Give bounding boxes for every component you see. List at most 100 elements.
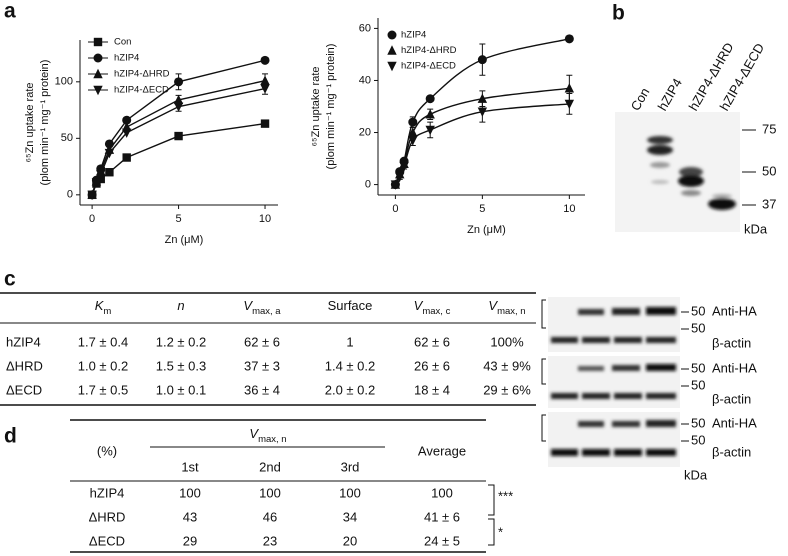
cell: 62 ± 6: [414, 334, 450, 349]
y-tick-label: 20: [359, 126, 371, 138]
legend-marker: [93, 37, 103, 47]
y-tick-label: 50: [61, 132, 73, 144]
cell: 1: [346, 334, 353, 349]
marker: [425, 94, 435, 104]
row-label: ΔECD: [89, 533, 125, 548]
marker: [122, 153, 131, 162]
blot-c: 50 Anti-HA 50 β-actin 50 Anti-HA 50 β-ac…: [541, 297, 757, 482]
x-axis-label: Zn (μM): [467, 224, 506, 236]
cell: 100%: [490, 334, 524, 349]
legend-marker: [93, 53, 103, 63]
row-label: hZIP4: [6, 334, 41, 349]
marker-label: 50: [691, 415, 705, 430]
marker: [96, 170, 106, 180]
legend-label: Con: [114, 37, 131, 48]
marker: [477, 93, 488, 103]
cell: 46: [263, 509, 277, 524]
antibody-label: Anti-HA: [712, 360, 757, 375]
marker: [564, 99, 575, 110]
cell: 100: [179, 485, 201, 500]
marker-label: 75: [762, 121, 776, 136]
blot-bands: [551, 307, 676, 456]
cell: 1.7 ± 0.4: [78, 334, 129, 349]
legend-label: hZIP4: [114, 53, 139, 64]
marker: [395, 172, 405, 182]
y-axis-label: ⁶⁵Zn uptake rate: [24, 82, 36, 162]
unit-label: kDa: [684, 467, 708, 482]
cell: 1.0 ± 0.1: [156, 382, 207, 397]
column-header: Vmax, c: [414, 298, 451, 316]
y-tick-label: 40: [359, 74, 371, 86]
antibody-label: Anti-HA: [712, 303, 757, 318]
y-tick-label: 0: [365, 178, 371, 190]
marker: [564, 83, 575, 93]
marker-label: 50: [691, 377, 705, 392]
panel-label: d: [4, 425, 17, 448]
marker: [174, 77, 184, 87]
panel-label: a: [4, 0, 16, 23]
header-sub: max, n: [258, 434, 287, 445]
antibody-label: β-actin: [712, 335, 751, 350]
header-main: V: [243, 298, 253, 313]
panel-label: b: [612, 2, 625, 25]
header-sub: m: [103, 306, 111, 317]
marker-label: 50: [762, 163, 776, 178]
column-header: Vmax, a: [243, 298, 281, 316]
column-header: Surface: [328, 298, 373, 313]
legend-marker: [387, 61, 397, 72]
x-axis-label: Zn (μM): [165, 234, 204, 246]
column-header: n: [177, 298, 184, 313]
marker: [408, 136, 418, 146]
cell: 1.0 ± 0.2: [78, 358, 129, 373]
marker: [390, 180, 401, 190]
blot-background: [548, 356, 680, 408]
marker-label: 50: [691, 432, 705, 447]
cell: 1.5 ± 0.3: [156, 358, 207, 373]
marker: [425, 125, 435, 136]
corner-header: (%): [97, 443, 117, 458]
header-main: Surface: [328, 298, 373, 313]
blot-bands: [647, 136, 736, 210]
x-tick-label: 10: [563, 203, 575, 215]
cell: 1.4 ± 0.2: [325, 358, 376, 373]
legend-label: hZIP4-ΔHRD: [401, 45, 457, 56]
antibody-label: β-actin: [712, 444, 751, 459]
column-header: Vmax, n: [488, 298, 525, 316]
header-sub: max, a: [252, 306, 281, 317]
antibody-label: β-actin: [712, 391, 751, 406]
marker: [260, 84, 270, 94]
marker: [425, 109, 435, 119]
cell: 100: [339, 485, 361, 500]
marker-label: 50: [691, 320, 705, 335]
bracket: [541, 299, 546, 442]
x-tick-label: 10: [259, 213, 271, 225]
marker-label: 37: [762, 196, 776, 211]
marker: [408, 117, 418, 127]
marker: [174, 131, 183, 141]
y-tick-label: 60: [359, 22, 371, 34]
marker-label: 50: [691, 360, 705, 375]
row-label: hZIP4: [90, 485, 125, 500]
column-header: Average: [418, 443, 466, 458]
marker: [122, 115, 132, 125]
y-axis-label: (plom min⁻¹ mg⁻¹ protein): [39, 60, 51, 186]
cell: 36 ± 4: [244, 382, 280, 397]
cell: 1.7 ± 0.5: [78, 382, 129, 397]
cell: 24 ± 5: [424, 533, 460, 548]
marker: [564, 34, 574, 44]
antibody-label: Anti-HA: [712, 415, 757, 430]
column-header: Vmax, n: [249, 426, 286, 444]
marker-tick: [681, 311, 689, 442]
panel-label: c: [4, 268, 16, 291]
header-main: V: [249, 426, 259, 441]
cell: 26 ± 6: [414, 358, 450, 373]
header-main: V: [488, 298, 498, 313]
cell: 29 ± 6%: [483, 382, 531, 397]
legend-marker: [93, 68, 103, 79]
marker: [87, 190, 97, 201]
cell: 100: [259, 485, 281, 500]
marker: [399, 162, 409, 172]
cell: 20: [343, 533, 357, 548]
cell: 37 ± 3: [244, 358, 280, 373]
